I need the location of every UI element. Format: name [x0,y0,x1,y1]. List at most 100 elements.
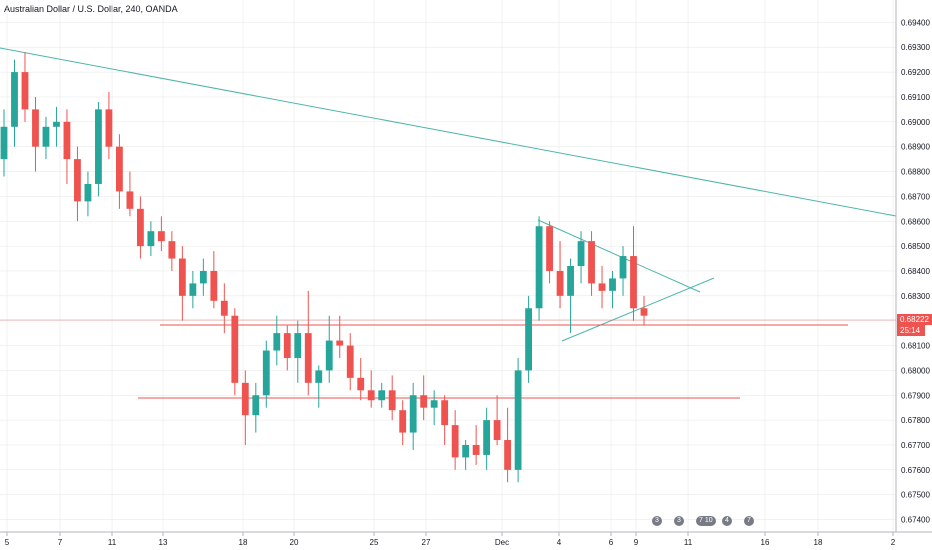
candle [367,370,375,408]
candle-body [241,382,249,416]
candle-body [21,72,29,110]
candle-body [420,395,428,408]
candle [451,410,459,470]
y-tick-label: 0.68300 [901,292,930,301]
candle [577,231,585,284]
event-badge[interactable]: 7 [744,516,754,526]
candle-body [63,121,71,160]
candle-body [567,266,574,296]
x-axis[interactable]: 5 7 11 13 18 20 25 27 Dec 4 6 9 11 16 18 2 [5,532,896,547]
y-tick-label: 0.69000 [901,118,930,127]
candle-body [378,390,386,401]
x-tick-label: 25 [370,538,379,547]
candle [11,59,18,147]
candle-body [357,377,365,391]
candle-body [315,370,323,383]
candle-body [588,241,595,284]
candle-body [346,345,354,378]
x-tick-label: 11 [108,538,117,547]
candle-body [126,191,134,209]
current-price-value: 0.68222 [900,315,929,324]
candle-body [0,126,8,160]
candle-body [640,308,648,316]
event-badge[interactable]: 3 [652,516,662,526]
long-downtrend-line[interactable] [0,47,897,217]
x-tick-label: 7 [58,538,63,547]
candle [220,283,228,334]
candle-body [116,146,123,192]
candle [556,241,564,309]
event-badge[interactable]: 4 [722,516,732,526]
candle-body [504,440,512,470]
candle-body [53,121,60,127]
x-tick-label: 27 [422,538,431,547]
x-tick-label: Dec [495,538,509,547]
candle-body [546,226,553,271]
triangle-upper-line[interactable] [537,219,701,293]
candle-body [157,231,165,242]
candle [346,333,354,391]
candle [304,290,312,396]
candle [21,52,29,122]
candle-body [220,300,228,316]
candle [483,407,491,470]
candle-body [472,444,480,455]
candle-body [577,241,585,266]
candle-body [262,350,270,396]
candle [231,308,239,396]
candle-body [336,340,344,346]
candle [462,440,470,470]
candle [378,382,386,408]
candle-body [42,126,50,147]
candle [210,251,218,309]
event-badge[interactable]: 7 10 [696,516,716,526]
candle [598,266,606,309]
candle [136,196,144,259]
candle [189,270,197,309]
y-tick-label: 0.67900 [901,391,930,400]
x-tick-label: 2 [891,538,896,547]
candle [325,315,333,383]
candle [388,375,396,421]
candle [588,231,595,296]
candle-body [619,256,627,279]
candle-body [430,400,438,408]
candle [315,365,323,408]
x-tick-label: 6 [609,538,614,547]
candle [441,395,449,445]
candle [105,91,113,160]
event-badge[interactable]: 3 [674,516,684,526]
candle-body [95,109,102,184]
candle [420,375,428,421]
candle-body [609,278,616,291]
candle-body [525,308,532,371]
candle [294,320,302,383]
candle [357,357,365,401]
candle [74,146,81,222]
x-tick-label: 13 [159,538,168,547]
candle-body [493,420,501,441]
candle-body [441,400,449,426]
candle-body [189,283,197,296]
candle [262,340,270,408]
candle-body [514,370,522,470]
trendlines[interactable] [0,47,897,399]
candle-body [325,340,333,371]
candle-body [11,72,18,127]
candle [147,221,155,257]
candle-body [273,333,281,351]
y-axis[interactable]: 0.67400 0.67500 0.67600 0.67700 0.67800 0.679… [901,18,930,524]
candle [514,357,522,483]
candle-body [105,109,113,147]
y-tick-label: 0.67700 [901,441,930,450]
candle [273,315,281,366]
candle [199,258,207,296]
y-tick-label: 0.68500 [901,242,930,251]
candle-body [294,333,302,358]
candle-body [252,395,260,416]
triangle-lower-line[interactable] [561,277,715,342]
candle [283,325,291,371]
y-tick-label: 0.67500 [901,491,930,500]
candle-body [535,226,543,309]
